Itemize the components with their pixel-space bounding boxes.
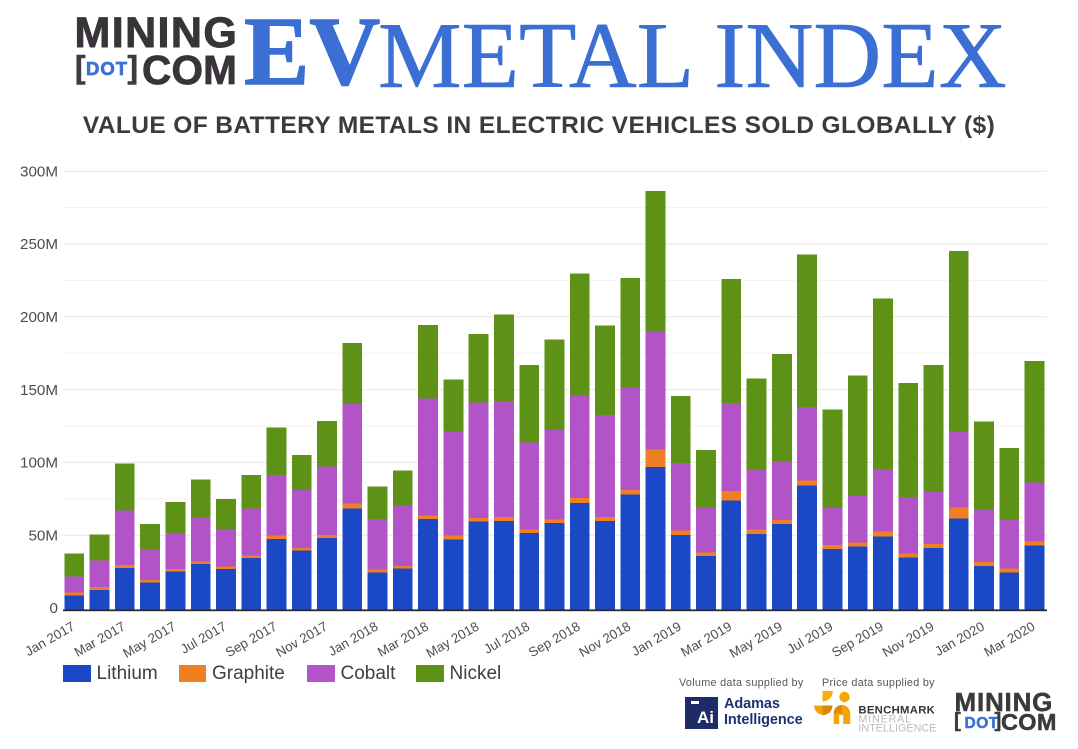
svg-text:250M: 250M — [20, 236, 58, 253]
svg-text:May 2019: May 2019 — [727, 619, 785, 661]
svg-text:Jul 2018: Jul 2018 — [481, 619, 532, 657]
svg-text:50M: 50M — [28, 527, 58, 544]
svg-text:INTELLIGENCE: INTELLIGENCE — [858, 722, 936, 734]
svg-text:Jan 2019: Jan 2019 — [629, 619, 684, 659]
svg-text:Jan 2017: Jan 2017 — [22, 619, 77, 659]
svg-text:Sep 2017: Sep 2017 — [223, 619, 280, 660]
svg-text:May 2017: May 2017 — [120, 619, 178, 661]
svg-text:100M: 100M — [20, 455, 58, 472]
svg-text:Mar 2017: Mar 2017 — [72, 619, 128, 660]
svg-text:300M: 300M — [20, 163, 58, 180]
svg-text:Nov 2018: Nov 2018 — [576, 619, 633, 660]
svg-text:Mar 2018: Mar 2018 — [375, 619, 431, 660]
svg-text:200M: 200M — [20, 309, 58, 326]
svg-text:May 2018: May 2018 — [424, 619, 482, 661]
svg-text:Mar 2020: Mar 2020 — [981, 619, 1037, 660]
svg-text:0: 0 — [50, 600, 58, 617]
svg-text:Sep 2019: Sep 2019 — [829, 619, 886, 660]
svg-text:MINERAL: MINERAL — [858, 714, 912, 726]
svg-text:Jul 2017: Jul 2017 — [178, 619, 229, 657]
svg-text:Jul 2019: Jul 2019 — [784, 619, 835, 657]
svg-text:Sep 2018: Sep 2018 — [526, 619, 583, 660]
svg-text:Jan 2020: Jan 2020 — [932, 619, 987, 659]
svg-text:Mar 2019: Mar 2019 — [678, 619, 734, 660]
svg-text:150M: 150M — [20, 382, 58, 399]
svg-text:Jan 2018: Jan 2018 — [326, 619, 381, 659]
svg-text:BENCHMARK: BENCHMARK — [858, 705, 935, 717]
svg-text:Nov 2019: Nov 2019 — [880, 619, 937, 660]
svg-text:Nov 2017: Nov 2017 — [273, 619, 330, 660]
